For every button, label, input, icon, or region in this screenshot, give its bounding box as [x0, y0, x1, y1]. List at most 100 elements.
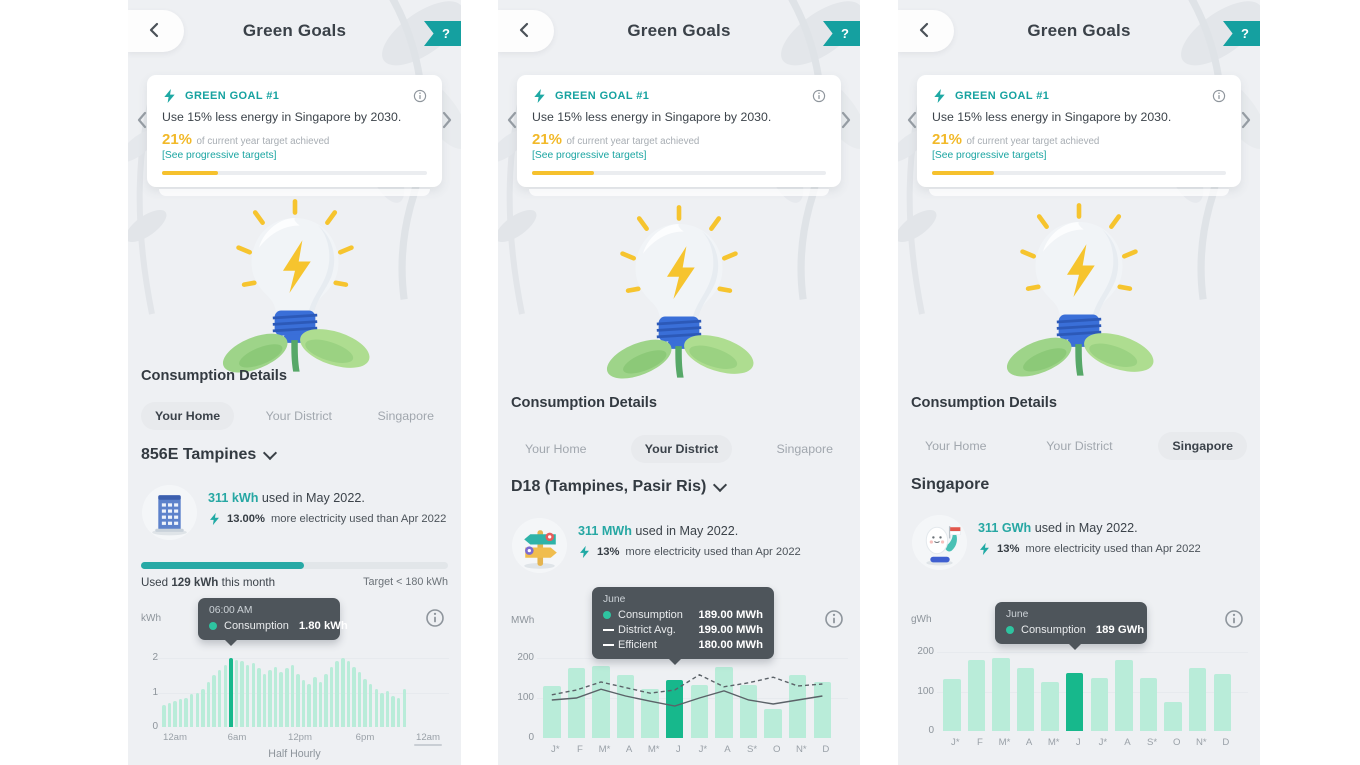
bar[interactable] [245, 664, 250, 727]
bar[interactable] [217, 670, 222, 727]
tab-your-home[interactable]: Your Home [525, 441, 587, 456]
bar[interactable] [201, 689, 205, 727]
bar[interactable] [1016, 667, 1035, 731]
bar[interactable] [313, 676, 317, 727]
bar[interactable] [234, 659, 239, 727]
bar[interactable] [195, 692, 200, 727]
bar[interactable] [690, 685, 709, 738]
carousel-next-button[interactable] [1239, 110, 1253, 135]
consumption-chart[interactable]: MWh June Consumption 189.00 MWh District A… [498, 585, 860, 765]
location-dropdown[interactable]: D18 (Tampines, Pasir Ris) [511, 477, 728, 496]
bar[interactable] [290, 664, 295, 727]
bar[interactable] [1213, 673, 1232, 731]
chart-bars[interactable] [162, 649, 407, 727]
bar[interactable] [329, 666, 334, 727]
bar[interactable] [346, 661, 351, 727]
bar[interactable] [374, 689, 379, 727]
bar[interactable] [764, 709, 782, 738]
info-icon[interactable] [1212, 89, 1226, 103]
bar[interactable] [240, 661, 244, 727]
bar[interactable] [173, 701, 177, 727]
bar[interactable] [1041, 682, 1059, 731]
bar[interactable] [396, 697, 401, 727]
bar[interactable] [1188, 667, 1207, 731]
bar[interactable] [223, 664, 228, 727]
consumption-chart[interactable]: kWh 06:00 AM Consumption 1.80 kWh Half Ho… [128, 598, 461, 765]
bar[interactable] [357, 671, 362, 727]
bar[interactable] [380, 692, 384, 727]
bar[interactable] [1115, 660, 1133, 731]
info-icon[interactable] [1224, 609, 1244, 629]
bar[interactable] [402, 689, 407, 727]
bar-highlighted[interactable] [1065, 673, 1084, 731]
bar[interactable] [335, 661, 339, 727]
carousel-prev-button[interactable] [135, 110, 149, 135]
back-button[interactable] [498, 10, 554, 52]
carousel-prev-button[interactable] [905, 110, 919, 135]
chart-bars[interactable] [543, 648, 832, 738]
bar[interactable] [788, 674, 807, 738]
tab-your-district[interactable]: Your District [265, 408, 332, 423]
bar[interactable] [296, 673, 300, 727]
bar[interactable] [368, 683, 373, 727]
bar[interactable] [616, 675, 635, 738]
bar[interactable] [273, 666, 278, 727]
bar[interactable] [178, 699, 183, 727]
bar[interactable] [592, 666, 610, 738]
bar[interactable] [279, 671, 283, 727]
consumption-chart[interactable]: gWh June Consumption 189 GWh 200 100 0 J* F M*… [898, 582, 1260, 765]
tab-your-home[interactable]: Your Home [925, 438, 987, 453]
back-button[interactable] [898, 10, 954, 52]
tab-singapore[interactable]: Singapore [1158, 431, 1247, 460]
carousel-prev-button[interactable] [505, 110, 519, 135]
carousel-next-button[interactable] [839, 110, 853, 135]
bar[interactable] [943, 679, 961, 731]
bar[interactable] [257, 668, 261, 727]
progressive-targets-link[interactable]: [See progressive targets] [532, 150, 647, 161]
bar[interactable] [385, 690, 390, 727]
tab-singapore[interactable]: Singapore [377, 408, 434, 423]
info-icon[interactable] [413, 89, 427, 103]
bar[interactable] [262, 673, 267, 727]
back-button[interactable] [128, 10, 184, 52]
bar[interactable] [184, 697, 188, 727]
bar[interactable] [212, 675, 216, 727]
info-icon[interactable] [812, 89, 826, 103]
tab-your-district[interactable]: Your District [630, 434, 733, 463]
bar[interactable] [285, 668, 289, 727]
bar[interactable] [1090, 678, 1109, 731]
bar[interactable] [813, 682, 832, 738]
info-icon[interactable] [824, 609, 844, 629]
bar[interactable] [162, 704, 166, 727]
tab-singapore[interactable]: Singapore [776, 441, 834, 456]
bar[interactable] [324, 673, 328, 727]
carousel-next-button[interactable] [440, 110, 454, 135]
bar[interactable] [318, 682, 323, 727]
bar[interactable] [301, 680, 306, 727]
bar[interactable] [251, 663, 255, 727]
bar[interactable] [567, 668, 586, 738]
bar[interactable] [189, 694, 194, 727]
bar[interactable] [341, 658, 345, 727]
bar[interactable] [967, 660, 986, 731]
bar[interactable] [206, 682, 211, 727]
bar[interactable] [268, 670, 272, 727]
bar[interactable] [1139, 678, 1158, 731]
location-dropdown[interactable]: 856E Tampines [141, 445, 278, 464]
help-button[interactable]: ? [424, 21, 461, 46]
bar[interactable] [363, 678, 367, 727]
bar[interactable] [1164, 702, 1182, 731]
tab-your-district[interactable]: Your District [1046, 438, 1113, 453]
info-icon[interactable] [425, 608, 445, 628]
bar-highlighted[interactable] [229, 658, 233, 727]
tab-your-home[interactable]: Your Home [141, 401, 235, 430]
bar[interactable] [307, 683, 311, 727]
bar[interactable] [391, 695, 395, 727]
bar[interactable] [992, 658, 1010, 731]
chart-bars[interactable] [943, 641, 1232, 731]
bar-highlighted[interactable] [665, 680, 684, 738]
x-axis-scroll-indicator[interactable] [414, 744, 442, 746]
bar[interactable] [167, 702, 172, 727]
progressive-targets-link[interactable]: [See progressive targets] [932, 150, 1047, 161]
bar[interactable] [352, 666, 356, 727]
